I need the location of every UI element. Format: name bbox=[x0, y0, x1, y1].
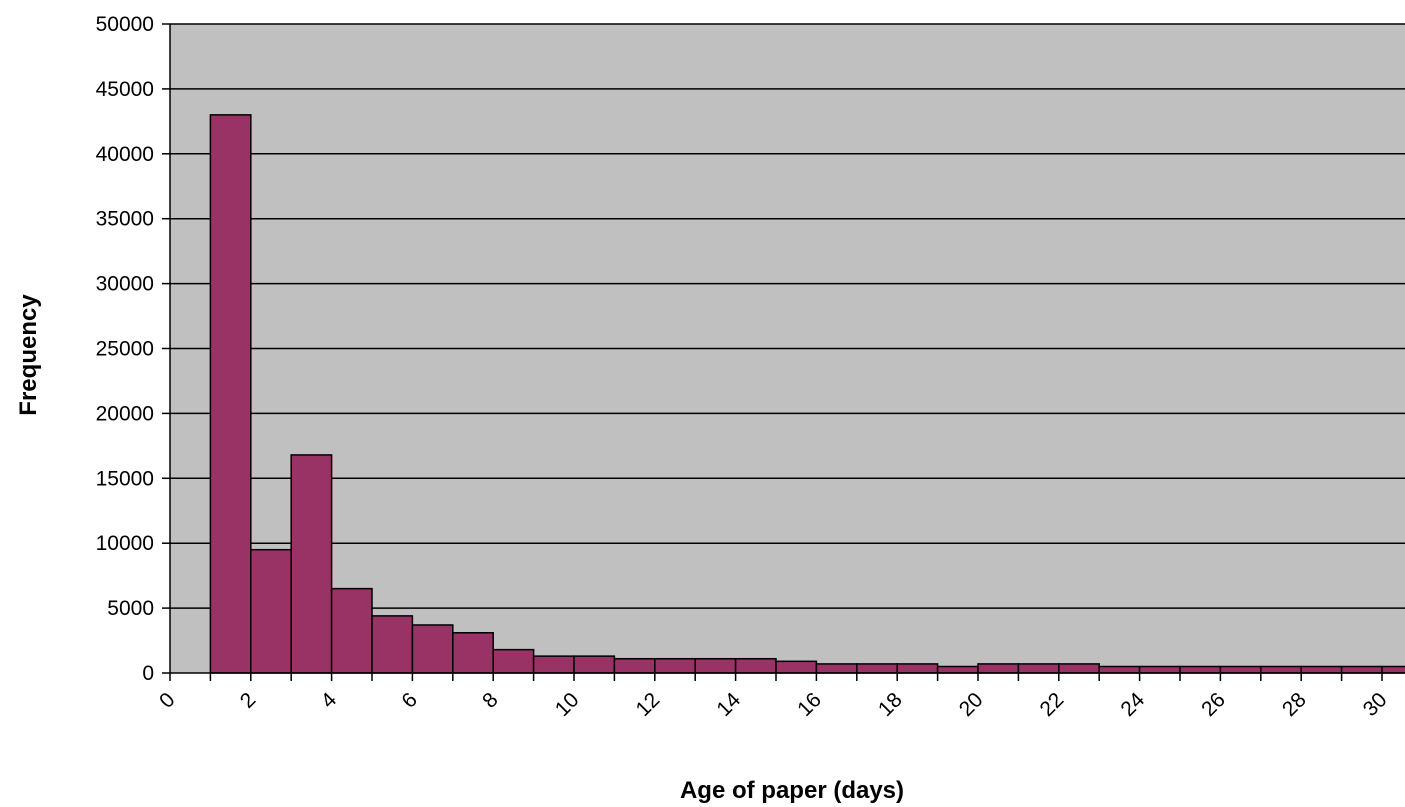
x-tick-label: 22 bbox=[1036, 688, 1069, 721]
y-tick-label: 50000 bbox=[96, 13, 154, 36]
y-tick-label: 15000 bbox=[96, 467, 154, 490]
bar bbox=[856, 663, 898, 674]
bar bbox=[1098, 665, 1141, 674]
x-tick-label: 28 bbox=[1278, 688, 1311, 721]
bar bbox=[250, 548, 292, 674]
bar bbox=[694, 657, 737, 674]
y-tick-label: 5000 bbox=[107, 597, 154, 620]
bar bbox=[1260, 665, 1302, 674]
x-tick-label: 2 bbox=[236, 688, 261, 713]
y-tick-label: 40000 bbox=[96, 143, 154, 166]
y-axis-title: Frequency bbox=[15, 294, 42, 416]
y-tick-label: 0 bbox=[142, 662, 154, 685]
x-axis-ticks: 0 2 4 6 8 10 12 14 16 18 20 22 24 26 28 30 bbox=[155, 673, 1392, 721]
bar bbox=[1138, 665, 1181, 674]
y-tick-label: 25000 bbox=[96, 338, 154, 361]
x-tick-label: 14 bbox=[712, 688, 745, 721]
bar bbox=[654, 657, 696, 674]
x-tick-label: 6 bbox=[397, 688, 422, 713]
x-tick-label: 18 bbox=[874, 688, 907, 721]
bar bbox=[734, 657, 777, 674]
bar bbox=[209, 114, 252, 674]
y-tick-label: 20000 bbox=[96, 402, 154, 425]
bar bbox=[573, 655, 616, 674]
bar bbox=[371, 615, 414, 674]
x-tick-label: 20 bbox=[955, 688, 988, 721]
bar bbox=[452, 632, 494, 674]
bar bbox=[330, 587, 373, 674]
x-tick-label: 0 bbox=[155, 688, 180, 713]
y-tick-label: 35000 bbox=[96, 208, 154, 231]
x-tick-label: 10 bbox=[551, 688, 584, 721]
bar bbox=[775, 660, 818, 674]
bar bbox=[1340, 665, 1383, 674]
bar bbox=[1179, 665, 1222, 674]
y-tick-label: 30000 bbox=[96, 273, 154, 296]
bar bbox=[1058, 663, 1100, 674]
x-axis-title: Age of paper (days) bbox=[680, 777, 904, 804]
bar bbox=[613, 657, 656, 674]
bar bbox=[1017, 663, 1060, 674]
bars bbox=[209, 114, 1405, 674]
x-tick-label: 30 bbox=[1359, 688, 1392, 721]
bar bbox=[532, 655, 575, 674]
x-tick-label: 8 bbox=[478, 688, 503, 713]
x-tick-label: 16 bbox=[793, 688, 826, 721]
y-axis-ticks: 0 5000 10000 15000 20000 25000 30000 35000 40000… bbox=[96, 13, 170, 685]
bar bbox=[1300, 665, 1343, 674]
y-tick-label: 10000 bbox=[96, 532, 154, 555]
bar bbox=[1219, 665, 1262, 674]
bar bbox=[977, 663, 1020, 674]
x-tick-label: 24 bbox=[1116, 688, 1149, 721]
x-tick-label: 4 bbox=[317, 688, 342, 713]
bar bbox=[815, 663, 858, 674]
y-tick-label: 45000 bbox=[96, 78, 154, 101]
bar bbox=[936, 665, 979, 674]
x-tick-label: 12 bbox=[632, 688, 665, 721]
bar bbox=[896, 663, 939, 674]
bar bbox=[492, 648, 535, 674]
gridlines bbox=[170, 23, 1405, 609]
bar bbox=[1381, 665, 1405, 674]
x-tick-label: 26 bbox=[1197, 688, 1230, 721]
bar bbox=[290, 454, 333, 674]
bar bbox=[411, 624, 454, 674]
